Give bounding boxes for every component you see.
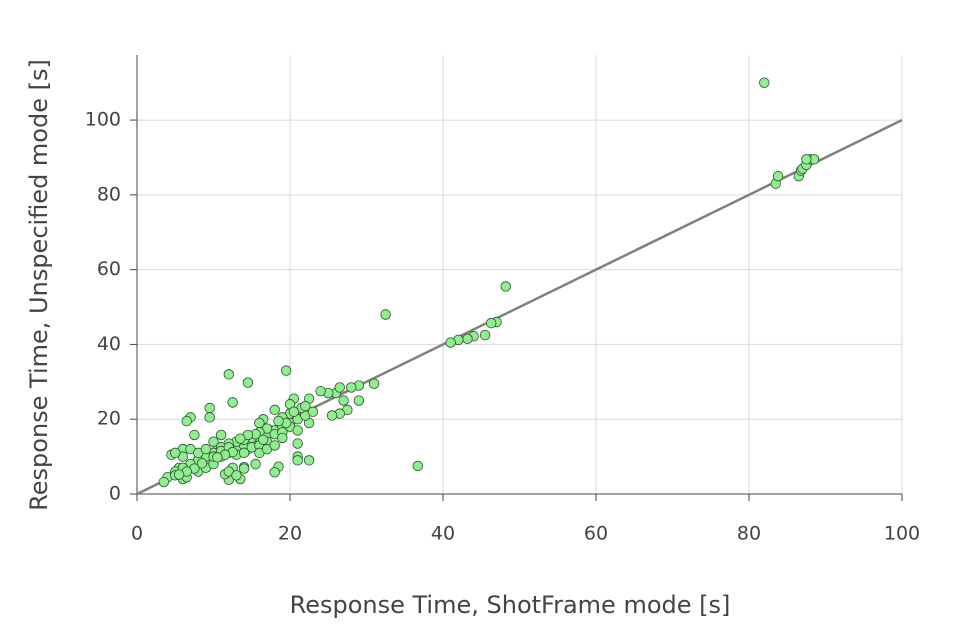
point — [200, 443, 212, 455]
point — [346, 382, 357, 393]
x-tick-label: 100 — [884, 523, 920, 545]
y-tick-label: 20 — [97, 408, 121, 430]
point — [500, 281, 511, 292]
y-tick-label: 40 — [97, 333, 121, 355]
point — [269, 440, 280, 451]
point — [412, 460, 423, 472]
point — [353, 395, 365, 406]
point — [759, 77, 770, 88]
x-tick-label: 60 — [584, 523, 608, 545]
point — [204, 402, 215, 414]
point — [170, 447, 181, 459]
point — [368, 378, 380, 389]
point — [242, 377, 254, 388]
point — [303, 455, 315, 466]
point — [189, 429, 200, 441]
point — [208, 436, 219, 447]
point — [772, 170, 784, 182]
point — [307, 406, 319, 417]
point — [227, 397, 238, 408]
point — [300, 400, 311, 412]
point — [158, 476, 169, 488]
point — [196, 458, 208, 469]
x-tick-label: 40 — [431, 523, 455, 545]
point — [223, 369, 235, 380]
point — [204, 412, 215, 423]
x-tick-label: 80 — [737, 523, 761, 545]
point — [292, 455, 303, 466]
point — [292, 425, 303, 436]
y-tick-label: 100 — [85, 109, 121, 131]
y-axis-title: Response Time, Unspecified mode [s] — [25, 59, 53, 511]
point — [338, 395, 349, 406]
point — [334, 382, 345, 393]
point — [288, 406, 300, 417]
grid: 0 20 40 60 80 100 0 20 40 60 80 100 — [85, 55, 920, 545]
point — [238, 447, 250, 459]
x-tick-label: 20 — [278, 523, 302, 545]
point — [280, 365, 292, 376]
point — [212, 452, 223, 463]
x-tick-label: 0 — [131, 523, 143, 545]
point — [181, 415, 192, 427]
point — [269, 404, 280, 416]
point — [462, 333, 473, 345]
y-tick-label: 0 — [109, 483, 121, 505]
point — [269, 467, 280, 478]
x-axis-title: Response Time, ShotFrame mode [s] — [290, 591, 731, 619]
point — [273, 415, 284, 427]
point — [326, 410, 338, 421]
point — [801, 154, 812, 165]
point — [250, 458, 261, 470]
point — [238, 463, 250, 474]
point — [231, 470, 242, 481]
point — [485, 317, 497, 329]
point — [292, 438, 303, 449]
point — [258, 434, 269, 445]
point — [277, 432, 288, 444]
y-tick-label: 60 — [97, 258, 121, 280]
plot — [136, 77, 903, 496]
point — [215, 429, 227, 441]
point — [173, 469, 185, 480]
point — [479, 329, 491, 341]
point — [445, 337, 456, 348]
point — [315, 385, 326, 397]
point — [235, 433, 246, 444]
point — [380, 309, 391, 320]
y-tick-label: 80 — [97, 183, 121, 205]
